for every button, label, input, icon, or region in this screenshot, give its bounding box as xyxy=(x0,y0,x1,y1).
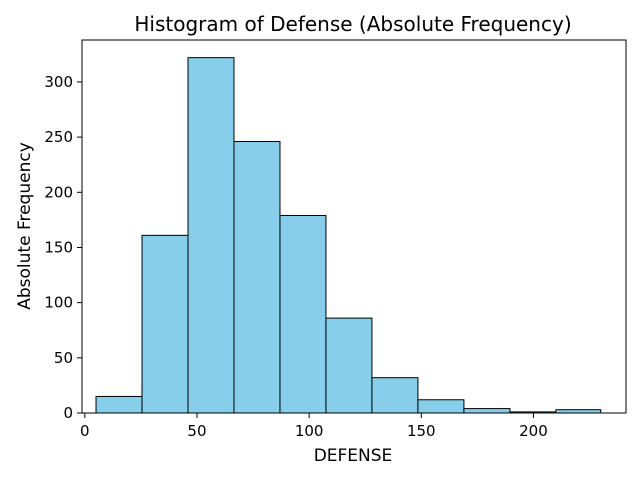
y-tick-label: 100 xyxy=(44,294,73,312)
y-tick-label: 300 xyxy=(44,73,73,91)
histogram-bar xyxy=(463,408,511,414)
histogram-bar xyxy=(187,57,235,414)
x-axis: 0 50 100 150 200 xyxy=(80,413,548,440)
y-axis-title: Absolute Frequency xyxy=(15,142,35,310)
y-axis: 0 50 100 150 200 250 300 xyxy=(44,73,82,422)
histogram-bar xyxy=(417,399,465,414)
plot-frame xyxy=(81,39,627,414)
x-tick-label: 0 xyxy=(80,422,90,440)
x-tick-label: 50 xyxy=(187,422,206,440)
histogram-bar xyxy=(141,234,189,414)
histogram-bar xyxy=(233,141,281,414)
y-tick-label: 250 xyxy=(44,128,73,146)
histogram-bar xyxy=(279,214,327,414)
x-axis-title: DEFENSE xyxy=(314,446,393,466)
y-tick-label: 0 xyxy=(63,404,73,422)
x-tick-label: 100 xyxy=(295,422,324,440)
bars-group xyxy=(95,57,602,414)
chart-title: Histogram of Defense (Absolute Frequency… xyxy=(134,12,571,36)
x-tick-label: 150 xyxy=(407,422,436,440)
y-tick-label: 50 xyxy=(54,349,73,367)
histogram-bar xyxy=(95,395,143,414)
histogram-bar xyxy=(371,377,419,414)
y-tick-label: 200 xyxy=(44,183,73,201)
y-tick-label: 150 xyxy=(44,238,73,256)
histogram-bar xyxy=(325,317,373,414)
x-tick-label: 200 xyxy=(519,422,548,440)
